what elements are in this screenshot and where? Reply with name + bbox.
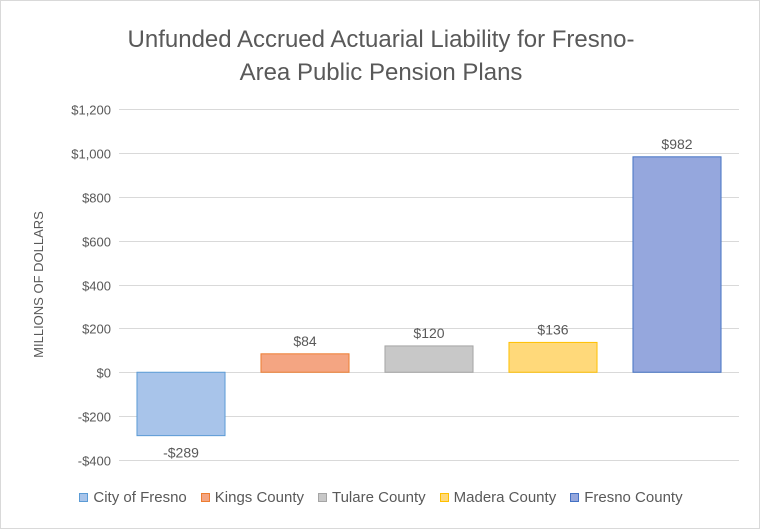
legend-item-city-of-fresno: City of Fresno — [79, 489, 187, 506]
y-tick-label: $0 — [97, 366, 111, 381]
y-axis-title: MILLIONS OF DOLLARS — [31, 211, 46, 358]
data-label-fresno-county: $982 — [661, 136, 692, 152]
legend-swatch-madera-county — [439, 493, 449, 502]
bar-madera-county — [508, 341, 598, 373]
legend-swatch-tulare-county — [317, 493, 327, 502]
legend-swatch-fresno-county — [570, 493, 580, 502]
legend-swatch-city-of-fresno — [79, 493, 89, 502]
y-tick-label: -$200 — [78, 410, 111, 425]
chart-title: Unfunded Accrued Actuarial Liability for… — [61, 23, 701, 89]
legend-label-tulare-county: Tulare County — [331, 489, 426, 506]
y-tick-label: $1,000 — [71, 147, 111, 162]
bar-fresno-county — [632, 156, 722, 373]
data-label-kings-county: $84 — [293, 333, 317, 349]
y-tick-label: $800 — [82, 191, 111, 206]
bar-kings-county — [260, 353, 350, 373]
data-label-madera-county: $136 — [537, 321, 568, 337]
chart-title-line-2: Area Public Pension Plans — [239, 59, 523, 86]
y-tick-label: $1,200 — [71, 103, 111, 118]
legend-label-kings-county: Kings County — [214, 489, 304, 506]
data-label-tulare-county: $120 — [413, 325, 444, 341]
chart-title-line-1: Unfunded Accrued Actuarial Liability for… — [127, 26, 635, 53]
legend-label-fresno-county: Fresno County — [584, 489, 683, 506]
legend-label-madera-county: Madera County — [453, 489, 557, 506]
data-label-city-of-fresno: -$289 — [163, 445, 199, 461]
legend-item-fresno-county: Fresno County — [570, 489, 683, 506]
legend-label-city-of-fresno: City of Fresno — [93, 489, 187, 506]
bar-tulare-county — [384, 345, 474, 373]
legend-item-kings-county: Kings County — [200, 489, 304, 506]
legend-item-madera-county: Madera County — [439, 489, 557, 506]
bar-city-of-fresno — [136, 371, 226, 437]
y-tick-label: -$400 — [78, 454, 111, 469]
legend-swatch-kings-county — [200, 493, 210, 502]
chart-legend: City of Fresno Kings County Tulare Count… — [1, 489, 760, 506]
legend-item-tulare-county: Tulare County — [317, 489, 426, 506]
y-tick-label: $600 — [82, 235, 111, 250]
y-tick-label: $200 — [82, 322, 111, 337]
y-tick-label: $400 — [82, 279, 111, 294]
